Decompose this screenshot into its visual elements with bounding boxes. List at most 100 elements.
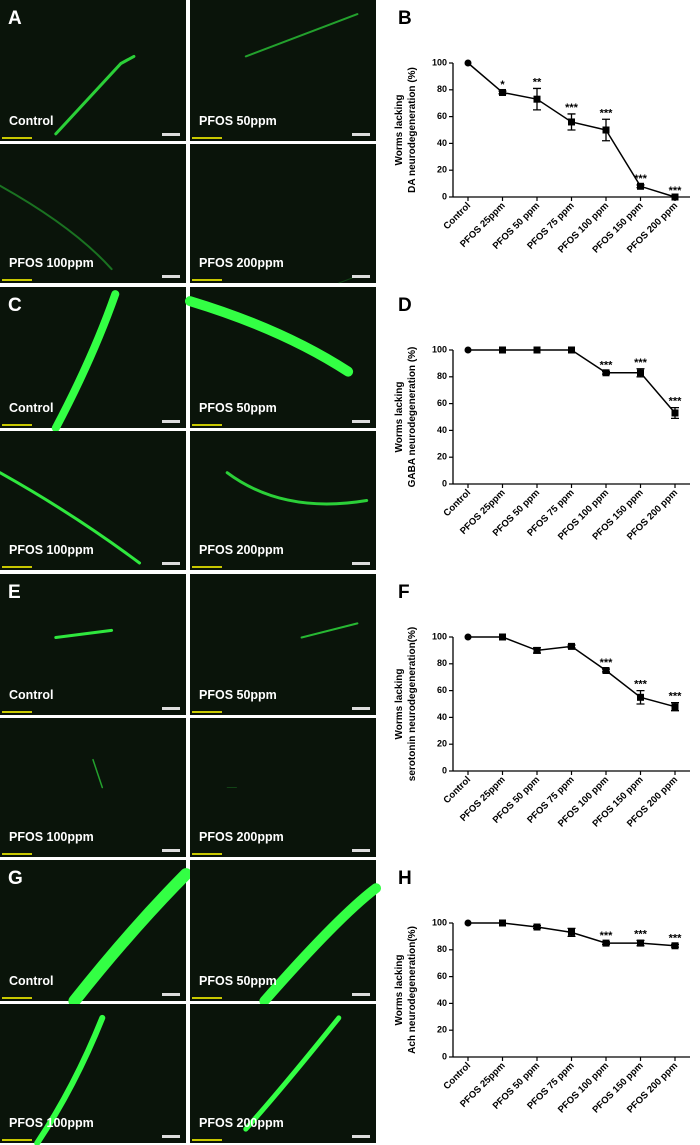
worm bbox=[243, 1015, 342, 1132]
scale-bar bbox=[352, 133, 370, 136]
y-tick-label: 40 bbox=[437, 425, 447, 435]
worm bbox=[92, 758, 104, 789]
y-axis-label: Worms lacking bbox=[394, 95, 405, 166]
y-tick-label: 100 bbox=[432, 917, 447, 927]
scale-bar bbox=[352, 849, 370, 852]
image-bg bbox=[0, 574, 186, 715]
magnification-note bbox=[192, 137, 222, 139]
worm bbox=[54, 54, 136, 136]
image-bg bbox=[190, 144, 376, 283]
significance: *** bbox=[634, 357, 648, 369]
y-tick-label: 20 bbox=[437, 452, 447, 462]
marker bbox=[602, 667, 610, 674]
image-bg bbox=[190, 0, 376, 141]
significance: *** bbox=[634, 928, 648, 940]
image-bg bbox=[190, 1004, 376, 1143]
image-label: PFOS 200ppm bbox=[199, 256, 284, 270]
x-tick-label: Control bbox=[441, 487, 473, 519]
image-label: PFOS 200ppm bbox=[199, 830, 284, 844]
marker bbox=[568, 928, 575, 936]
image-label: PFOS 50ppm bbox=[199, 401, 277, 415]
panel-letter: D bbox=[398, 295, 412, 316]
micrograph: PFOS 100ppm bbox=[0, 718, 186, 857]
significance: *** bbox=[669, 185, 683, 197]
image-bg bbox=[0, 144, 186, 283]
worm bbox=[259, 883, 381, 1006]
scale-bar bbox=[162, 849, 180, 852]
magnification-note bbox=[2, 711, 32, 713]
image-label: Control bbox=[9, 114, 53, 128]
magnification-note bbox=[2, 137, 32, 139]
x-tick-label: Control bbox=[441, 774, 473, 806]
micrograph: PFOS 200ppm bbox=[190, 431, 376, 570]
worm bbox=[185, 296, 354, 377]
scale-bar bbox=[162, 420, 180, 423]
marker bbox=[568, 346, 575, 354]
micrograph: PFOS 50ppm bbox=[190, 574, 376, 715]
image-label: Control bbox=[9, 401, 53, 415]
marker bbox=[671, 942, 679, 950]
y-tick-label: 0 bbox=[442, 478, 447, 488]
image-label: PFOS 50ppm bbox=[199, 688, 277, 702]
worm bbox=[34, 1014, 106, 1145]
scale-bar bbox=[162, 562, 180, 565]
marker bbox=[671, 703, 679, 711]
worm bbox=[225, 471, 369, 506]
scale-bar bbox=[352, 1135, 370, 1138]
y-tick-label: 100 bbox=[432, 57, 447, 67]
y-tick-label: 40 bbox=[437, 998, 447, 1008]
significance: *** bbox=[634, 173, 648, 185]
panel-letter: H bbox=[398, 868, 412, 889]
significance: *** bbox=[669, 396, 683, 408]
marker bbox=[464, 346, 472, 354]
micrograph: PFOS 50ppm bbox=[185, 287, 376, 428]
worm bbox=[0, 184, 113, 271]
magnification-note bbox=[192, 853, 222, 855]
image-label: PFOS 100ppm bbox=[9, 830, 94, 844]
significance: *** bbox=[669, 932, 683, 944]
marker bbox=[464, 633, 472, 641]
y-tick-label: 60 bbox=[437, 398, 447, 408]
significance: *** bbox=[634, 679, 648, 691]
image-label: PFOS 200ppm bbox=[199, 1116, 284, 1130]
magnification-note bbox=[2, 566, 32, 568]
marker bbox=[499, 88, 506, 96]
magnification-note bbox=[2, 1139, 32, 1141]
y-axis-label: GABA neurodegeneration (%) bbox=[407, 347, 418, 488]
y-tick-label: 60 bbox=[437, 971, 447, 981]
micrograph: PFOS 50ppm bbox=[190, 0, 376, 141]
significance: *** bbox=[600, 657, 614, 669]
image-label: PFOS 100ppm bbox=[9, 1116, 94, 1130]
image-bg bbox=[190, 718, 376, 857]
micrograph: Control bbox=[0, 287, 186, 432]
marker bbox=[499, 919, 506, 927]
y-tick-label: 100 bbox=[432, 631, 447, 641]
micrograph: PFOS 50ppm bbox=[190, 860, 381, 1006]
worm bbox=[0, 471, 141, 565]
significance: *** bbox=[600, 930, 614, 942]
panel-letter: E bbox=[8, 582, 21, 603]
y-tick-label: 20 bbox=[437, 1025, 447, 1035]
magnification-note bbox=[192, 997, 222, 999]
marker bbox=[602, 126, 610, 134]
panel-letter: C bbox=[8, 295, 22, 316]
marker bbox=[568, 118, 575, 126]
y-axis-label: DA neurodegeneration (%) bbox=[407, 67, 418, 193]
magnification-note bbox=[192, 1139, 222, 1141]
micrograph: PFOS 200ppm bbox=[190, 144, 376, 284]
image-label: Control bbox=[9, 688, 53, 702]
micrograph: PFOS 200ppm bbox=[190, 1004, 376, 1143]
micrograph: PFOS 100ppm bbox=[0, 431, 186, 570]
significance: ** bbox=[533, 76, 542, 88]
magnification-note bbox=[2, 997, 32, 999]
marker bbox=[499, 346, 506, 354]
scale-bar bbox=[352, 275, 370, 278]
marker bbox=[602, 369, 610, 377]
marker bbox=[533, 346, 541, 354]
image-label: PFOS 50ppm bbox=[199, 974, 277, 988]
image-label: PFOS 100ppm bbox=[9, 256, 94, 270]
marker bbox=[637, 939, 644, 947]
image-bg bbox=[0, 0, 186, 141]
worm bbox=[68, 868, 192, 1007]
worm bbox=[51, 290, 120, 432]
